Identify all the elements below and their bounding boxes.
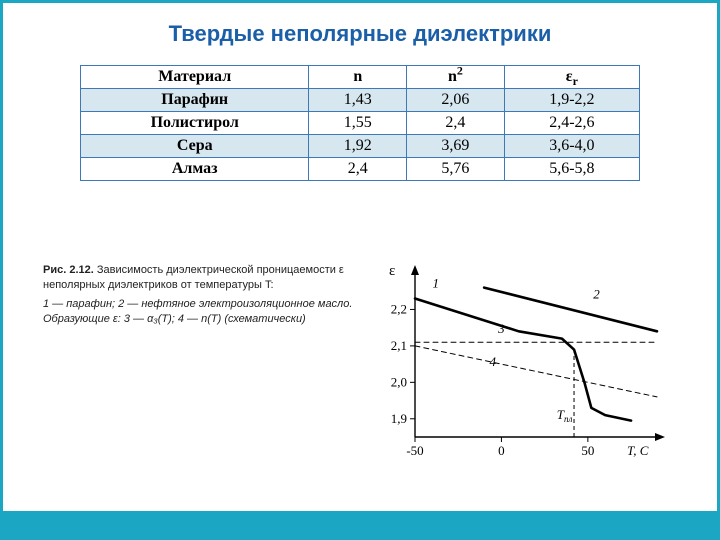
svg-text:2,0: 2,0: [391, 374, 407, 389]
col-n: n: [309, 66, 407, 89]
col-er: εr: [504, 66, 639, 89]
table-row: Парафин 1,43 2,06 1,9-2,2: [81, 89, 640, 112]
table-body: Парафин 1,43 2,06 1,9-2,2 Полистирол 1,5…: [81, 89, 640, 181]
svg-text:2: 2: [593, 287, 600, 302]
svg-text:2,1: 2,1: [391, 338, 407, 353]
footer-bar: [3, 511, 717, 537]
figure-area: Рис. 2.12. Зависимость диэлектрической п…: [43, 263, 677, 463]
svg-text:1: 1: [432, 276, 439, 291]
svg-text:ε: ε: [389, 263, 395, 279]
figure-caption: Рис. 2.12. Зависимость диэлектрической п…: [43, 263, 353, 326]
svg-text:50: 50: [581, 443, 594, 458]
svg-text:0: 0: [498, 443, 505, 458]
svg-text:-50: -50: [406, 443, 423, 458]
materials-table: Материал n n2 εr Парафин 1,43 2,06 1,9-2…: [80, 65, 640, 181]
svg-text:1,9: 1,9: [391, 411, 407, 426]
table-row: Алмаз 2,4 5,76 5,6-5,8: [81, 158, 640, 181]
slide-frame: Твердые неполярные диэлектрики Материал …: [0, 0, 720, 540]
chart-svg: 1,9 2,0 2,1 2,2 -50 0 50 ε T, C 1 2 3 4 Tпл: [371, 263, 671, 463]
table-row: Сера 1,92 3,69 3,6-4,0: [81, 135, 640, 158]
svg-text:T, C: T, C: [627, 443, 649, 458]
svg-text:4: 4: [490, 354, 497, 369]
col-n2: n2: [407, 66, 505, 89]
table-header-row: Материал n n2 εr: [81, 66, 640, 89]
svg-text:Tпл: Tпл: [557, 407, 573, 424]
svg-text:2,2: 2,2: [391, 301, 407, 316]
svg-text:3: 3: [497, 321, 505, 336]
chart: 1,9 2,0 2,1 2,2 -50 0 50 ε T, C 1 2 3 4 Tпл: [371, 263, 671, 463]
page-title: Твердые неполярные диэлектрики: [3, 21, 717, 47]
col-material: Материал: [81, 66, 309, 89]
table-row: Полистирол 1,55 2,4 2,4-2,6: [81, 112, 640, 135]
